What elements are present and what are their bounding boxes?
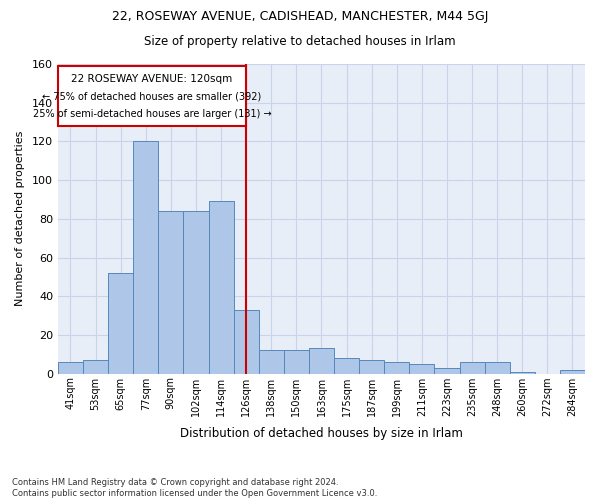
Text: 25% of semi-detached houses are larger (131) →: 25% of semi-detached houses are larger (… xyxy=(33,108,271,118)
Bar xyxy=(485,362,510,374)
Bar xyxy=(108,273,133,374)
Bar xyxy=(384,362,409,374)
Bar xyxy=(233,310,259,374)
Text: Contains HM Land Registry data © Crown copyright and database right 2024.
Contai: Contains HM Land Registry data © Crown c… xyxy=(12,478,377,498)
Text: 22, ROSEWAY AVENUE, CADISHEAD, MANCHESTER, M44 5GJ: 22, ROSEWAY AVENUE, CADISHEAD, MANCHESTE… xyxy=(112,10,488,23)
Bar xyxy=(359,360,384,374)
Bar xyxy=(460,362,485,374)
FancyBboxPatch shape xyxy=(58,66,246,126)
Bar xyxy=(184,211,209,374)
Bar xyxy=(409,364,434,374)
Bar xyxy=(83,360,108,374)
Bar xyxy=(284,350,309,374)
X-axis label: Distribution of detached houses by size in Irlam: Distribution of detached houses by size … xyxy=(180,427,463,440)
Bar xyxy=(434,368,460,374)
Bar xyxy=(133,142,158,374)
Bar xyxy=(58,362,83,374)
Text: ← 75% of detached houses are smaller (392): ← 75% of detached houses are smaller (39… xyxy=(43,91,262,101)
Bar xyxy=(158,211,184,374)
Bar xyxy=(209,202,233,374)
Bar xyxy=(309,348,334,374)
Bar xyxy=(510,372,535,374)
Bar xyxy=(560,370,585,374)
Text: Size of property relative to detached houses in Irlam: Size of property relative to detached ho… xyxy=(144,35,456,48)
Y-axis label: Number of detached properties: Number of detached properties xyxy=(15,131,25,306)
Bar xyxy=(334,358,359,374)
Text: 22 ROSEWAY AVENUE: 120sqm: 22 ROSEWAY AVENUE: 120sqm xyxy=(71,74,233,84)
Bar xyxy=(259,350,284,374)
